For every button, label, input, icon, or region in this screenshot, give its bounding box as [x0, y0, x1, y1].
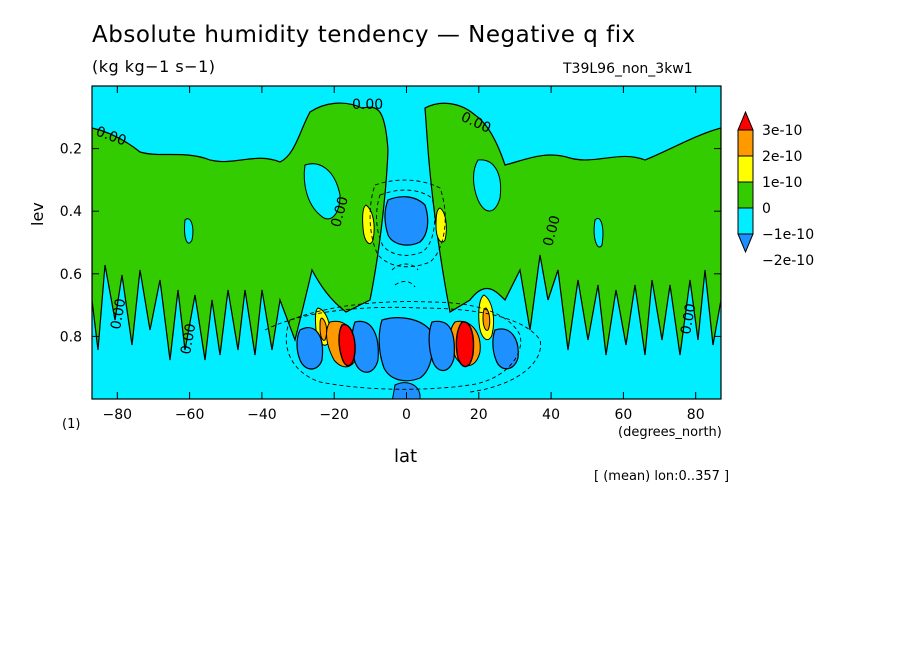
x-tick-label: −40 — [247, 407, 277, 423]
x-tick-label: −20 — [319, 407, 349, 423]
y-tick-label: 0.8 — [60, 329, 82, 345]
contour-core-1e-10 — [362, 204, 375, 244]
y-tick-label: 0.4 — [60, 204, 82, 220]
contour-label: 0.00 — [540, 214, 564, 248]
x-axis-units: (degrees_north) — [618, 425, 722, 440]
x-tick-label: 0 — [402, 407, 411, 423]
colorbar-swatch — [737, 233, 754, 254]
y-tick-label: 0.6 — [60, 267, 82, 283]
contour-core-2e-10 — [319, 317, 328, 341]
x-tick-label: 40 — [542, 407, 560, 423]
contour-hole — [303, 163, 341, 220]
x-tick-label: 60 — [614, 407, 632, 423]
chart-units: (kg kg−1 s−1) — [92, 57, 216, 76]
contour-field — [92, 102, 721, 399]
mean-note: [ (mean) lon:0..357 ] — [594, 469, 730, 484]
colorbar-swatch — [737, 181, 754, 209]
colorbar-label: 1e-10 — [762, 175, 802, 191]
chart-title: Absolute humidity tendency — Negative q … — [92, 22, 636, 48]
colorbar-swatch — [737, 110, 754, 131]
x-tick-label: −60 — [175, 407, 205, 423]
x-tick-label: 20 — [470, 407, 488, 423]
contour-label: 0.00 — [678, 302, 699, 335]
colorbar-label: 3e-10 — [762, 123, 802, 139]
colorbar-label: 2e-10 — [762, 149, 802, 165]
x-tick-label: 80 — [687, 407, 705, 423]
x-ticks: −80 −60 −40 −20 0 20 40 60 80 — [103, 86, 705, 423]
x-axis-label: lat — [394, 446, 418, 467]
contour-label: 0.00 — [108, 297, 129, 330]
colorbar-swatch — [737, 207, 754, 235]
x-tick-label: −80 — [103, 407, 133, 423]
contour-core-3e-10 — [338, 323, 356, 367]
contour-region-positive — [424, 102, 721, 356]
y-ticks: 0.2 0.4 0.6 0.8 — [60, 142, 721, 345]
contour-label: 0.00 — [328, 195, 352, 229]
colorbar-label: −1e-10 — [762, 227, 814, 243]
contour-region-negative — [378, 317, 434, 382]
contour-label: 0.00 — [178, 322, 199, 355]
contour-region-negative — [296, 327, 324, 370]
contour-label: 0.00 — [352, 97, 383, 113]
dashed-contours — [264, 179, 542, 393]
contour-region-negative — [428, 320, 455, 372]
contour-region-negative — [384, 196, 429, 246]
y-tick-label: 0.2 — [60, 142, 82, 158]
colorbar-label: −2e-10 — [762, 253, 814, 269]
colorbar-swatch — [737, 155, 754, 183]
colorbar-swatch — [737, 129, 754, 157]
contour-hole — [593, 218, 604, 248]
contour-core-3e-10 — [455, 321, 475, 368]
run-name: T39L96_non_3kw1 — [563, 61, 693, 77]
contour-hole — [473, 159, 502, 212]
contour-region-negative — [392, 382, 421, 399]
colorbar: 3e-10 2e-10 1e-10 0 −1e-10 −2e-10 — [737, 110, 814, 269]
contour-hole — [184, 218, 194, 244]
colorbar-label: 0 — [762, 201, 771, 217]
level-note: (1) — [62, 417, 81, 432]
